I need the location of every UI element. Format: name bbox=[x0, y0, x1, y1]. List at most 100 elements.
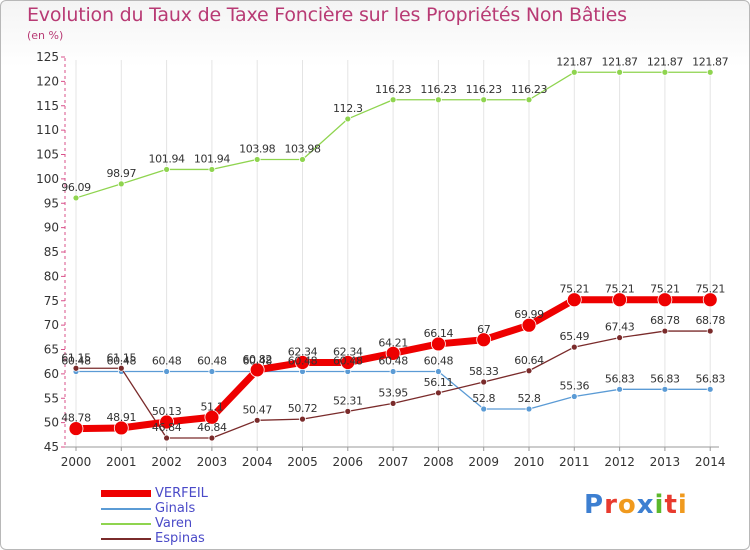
data-label-verfeil: 60.82 bbox=[242, 353, 272, 366]
logo-letter: i bbox=[654, 490, 665, 520]
data-label-espinas: 46.84 bbox=[197, 421, 227, 434]
data-label-varen: 98.97 bbox=[107, 167, 137, 180]
logo-letter: o bbox=[617, 490, 637, 520]
data-label-ginals: 60.48 bbox=[152, 355, 182, 368]
logo-letter: t bbox=[664, 490, 678, 520]
y-tick-label: 110 bbox=[36, 123, 59, 137]
x-tick-label: 2004 bbox=[242, 455, 273, 469]
proxiti-logo: Proxiti bbox=[584, 490, 688, 520]
data-label-ginals: 60.48 bbox=[424, 355, 454, 368]
data-label-verfeil: 69.99 bbox=[514, 308, 544, 321]
y-tick-label: 45 bbox=[44, 440, 59, 454]
data-label-varen: 121.87 bbox=[692, 55, 728, 68]
data-label-espinas: 53.95 bbox=[378, 386, 408, 399]
data-point-espinas bbox=[480, 378, 488, 386]
x-tick-label: 2007 bbox=[378, 455, 409, 469]
data-label-ginals: 55.36 bbox=[560, 379, 590, 392]
data-point-verfeil bbox=[340, 355, 356, 370]
legend-label: Varen bbox=[155, 516, 193, 531]
data-label-verfeil: 62.34 bbox=[288, 345, 318, 358]
data-label-ginals: 60.48 bbox=[288, 355, 318, 368]
logo-letter: P bbox=[584, 490, 605, 520]
chart-legend: VERFEIL Ginals Varen Espinas bbox=[101, 486, 208, 546]
y-tick-label: 95 bbox=[44, 196, 59, 210]
y-tick-label: 55 bbox=[44, 391, 59, 405]
data-label-espinas: 68.78 bbox=[650, 314, 680, 327]
y-tick-label: 100 bbox=[36, 172, 59, 186]
logo-letter: r bbox=[604, 490, 618, 520]
data-point-verfeil bbox=[159, 414, 175, 430]
y-tick-label: 120 bbox=[36, 74, 59, 88]
data-point-espinas bbox=[706, 327, 714, 335]
data-label-ginals: 56.83 bbox=[695, 372, 725, 385]
chart-title: Evolution du Taux de Taxe Foncière sur l… bbox=[27, 4, 627, 26]
data-point-varen bbox=[299, 156, 306, 163]
data-point-ginals bbox=[163, 368, 171, 375]
data-point-varen bbox=[389, 96, 397, 104]
data-point-ginals bbox=[525, 405, 533, 413]
data-point-espinas bbox=[616, 334, 623, 342]
y-tick-label: 70 bbox=[44, 318, 59, 332]
data-label-verfeil: 51.1 bbox=[200, 400, 223, 413]
data-point-espinas bbox=[163, 434, 171, 442]
data-label-espinas: 67.43 bbox=[605, 321, 635, 334]
legend-item-varen: Varen bbox=[101, 516, 208, 531]
data-label-varen: 96.09 bbox=[61, 181, 91, 194]
data-label-espinas: 58.33 bbox=[469, 365, 499, 378]
x-tick-label: 2006 bbox=[333, 455, 364, 469]
x-tick-label: 2014 bbox=[695, 455, 726, 469]
data-label-ginals: 60.48 bbox=[61, 355, 91, 368]
data-label-verfeil: 67 bbox=[477, 323, 491, 336]
data-point-varen bbox=[117, 180, 125, 188]
x-tick-label: 2001 bbox=[106, 455, 137, 469]
data-label-verfeil: 48.78 bbox=[61, 412, 91, 425]
data-point-verfeil bbox=[204, 409, 220, 425]
data-label-espinas: 46.84 bbox=[152, 421, 182, 434]
data-point-espinas bbox=[389, 399, 397, 407]
legend-label: Espinas bbox=[155, 531, 205, 546]
data-label-espinas: 56.11 bbox=[424, 376, 454, 389]
data-point-espinas bbox=[299, 415, 306, 423]
legend-swatch bbox=[101, 522, 151, 525]
data-point-ginals bbox=[434, 368, 442, 375]
data-point-varen bbox=[616, 68, 623, 76]
y-axis-unit: (en %) bbox=[27, 29, 64, 42]
data-point-verfeil bbox=[657, 292, 673, 308]
data-point-varen bbox=[480, 96, 488, 104]
data-label-espinas: 50.72 bbox=[288, 402, 318, 415]
y-tick-label: 80 bbox=[44, 269, 59, 283]
data-label-ginals: 56.83 bbox=[605, 372, 635, 385]
data-label-ginals: 60.48 bbox=[197, 355, 227, 368]
y-tick-label: 90 bbox=[44, 221, 59, 235]
data-point-varen bbox=[163, 166, 171, 173]
data-label-varen: 116.23 bbox=[466, 83, 502, 96]
data-label-varen: 116.23 bbox=[420, 83, 456, 96]
data-point-espinas bbox=[117, 364, 125, 372]
data-label-espinas: 52.31 bbox=[333, 394, 363, 407]
data-label-varen: 121.87 bbox=[556, 55, 592, 68]
legend-item-espinas: Espinas bbox=[101, 531, 208, 546]
legend-label: Ginals bbox=[155, 501, 196, 516]
data-label-verfeil: 75.21 bbox=[605, 283, 635, 296]
legend-label: VERFEIL bbox=[155, 486, 208, 501]
data-label-varen: 112.3 bbox=[333, 102, 363, 115]
data-point-espinas bbox=[661, 327, 669, 335]
data-point-varen bbox=[570, 68, 578, 76]
data-point-ginals bbox=[661, 385, 669, 393]
data-label-verfeil: 48.91 bbox=[107, 411, 137, 424]
data-point-varen bbox=[253, 156, 261, 163]
x-tick-label: 2012 bbox=[604, 455, 635, 469]
data-point-varen bbox=[344, 115, 352, 123]
data-label-ginals: 60.48 bbox=[242, 355, 272, 368]
data-point-ginals bbox=[480, 405, 488, 413]
data-point-verfeil bbox=[702, 292, 718, 308]
legend-swatch bbox=[101, 537, 151, 540]
data-point-ginals bbox=[706, 385, 714, 393]
data-point-varen bbox=[72, 194, 80, 202]
data-point-verfeil bbox=[249, 362, 265, 378]
x-tick-label: 2002 bbox=[151, 455, 182, 469]
data-point-varen bbox=[525, 96, 533, 104]
legend-swatch bbox=[101, 507, 151, 510]
legend-item-verfeil: VERFEIL bbox=[101, 486, 208, 501]
data-label-varen: 101.94 bbox=[149, 152, 185, 165]
